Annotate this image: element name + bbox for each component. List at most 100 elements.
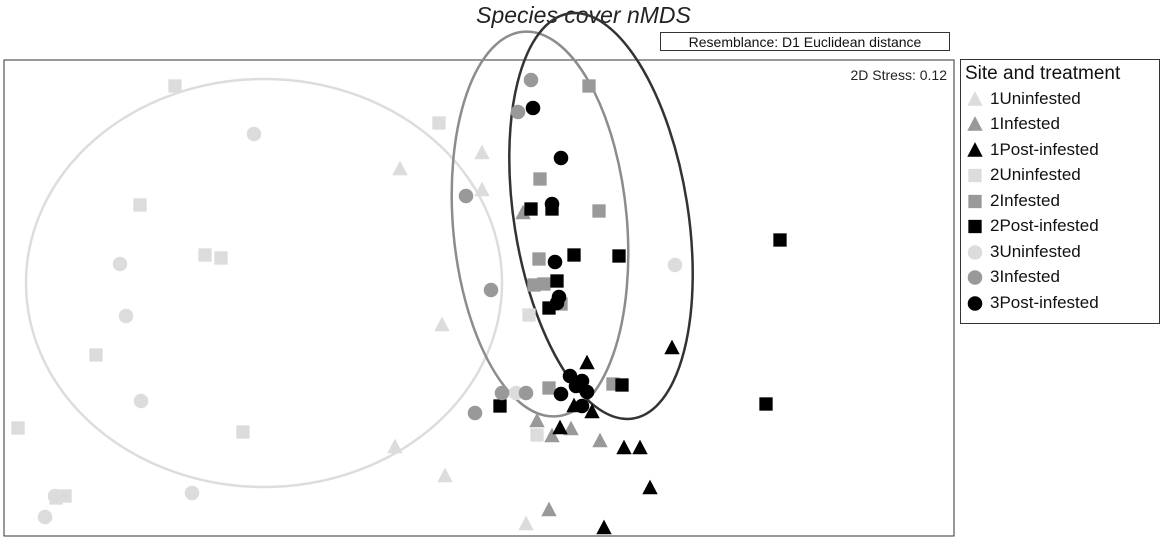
point-2uninfested-2 xyxy=(133,198,147,212)
point-2infested-4 xyxy=(537,277,551,291)
legend-marker-triangle-icon xyxy=(967,90,983,106)
point-3post-infested-5 xyxy=(549,295,565,311)
point-2infested-1 xyxy=(533,172,547,186)
point-3post-infested-9 xyxy=(553,386,569,402)
point-3uninfested-2 xyxy=(118,308,134,324)
legend-marker-triangle-icon xyxy=(967,116,983,132)
ellipse-uninfested xyxy=(24,77,504,489)
series-2infested xyxy=(527,79,620,395)
ellipse-layer xyxy=(24,11,694,489)
legend-marker-square-icon xyxy=(968,169,982,183)
point-3infested-5 xyxy=(518,385,534,401)
point-1infested-1 xyxy=(529,412,545,428)
point-2uninfested-6 xyxy=(11,421,25,435)
legend-label-1uninfested: 1Uninfested xyxy=(990,88,1081,108)
point-2post-infested-4 xyxy=(612,249,626,263)
point-3post-infested-3 xyxy=(547,254,563,270)
point-1post-infested-3 xyxy=(584,403,600,419)
point-2post-infested-7 xyxy=(493,399,507,413)
point-2post-infested-5 xyxy=(550,274,564,288)
legend-item-2uninfested: 2Uninfested xyxy=(961,163,1159,189)
point-2uninfested-10 xyxy=(522,308,536,322)
series-2post-infested xyxy=(493,202,787,413)
point-1post-infested-0 xyxy=(579,354,595,370)
legend-item-1uninfested: 1Uninfested xyxy=(961,86,1159,112)
legend-label-1infested: 1Infested xyxy=(990,114,1060,134)
series-1post-infested xyxy=(552,339,680,535)
point-1uninfested-0 xyxy=(392,160,408,176)
point-1infested-5 xyxy=(541,501,557,517)
point-2infested-5 xyxy=(527,278,541,292)
series-1uninfested xyxy=(387,144,534,531)
point-3uninfested-0 xyxy=(246,126,262,142)
point-3infested-3 xyxy=(483,282,499,298)
legend-item-2infested: 2Infested xyxy=(961,188,1159,214)
legend-item-3uninfested: 3Uninfested xyxy=(961,239,1159,265)
point-1infested-2 xyxy=(544,427,560,443)
point-2uninfested-1 xyxy=(432,116,446,130)
legend-marker-circle-icon xyxy=(967,244,983,260)
point-2uninfested-3 xyxy=(198,248,212,262)
point-1uninfested-2 xyxy=(474,181,490,197)
point-2infested-2 xyxy=(592,204,606,218)
point-3post-infested-8 xyxy=(579,384,595,400)
series-3uninfested xyxy=(37,126,683,525)
point-2uninfested-4 xyxy=(214,251,228,265)
nmds-scatter-plot: 2D Stress: 0.12 xyxy=(3,11,955,537)
point-1post-infested-5 xyxy=(616,439,632,455)
point-1post-infested-8 xyxy=(596,519,612,535)
point-1uninfested-6 xyxy=(518,515,534,531)
point-1uninfested-3 xyxy=(434,316,450,332)
legend-label-2post-infested: 2Post-infested xyxy=(990,216,1099,236)
legend-item-1infested: 1Infested xyxy=(961,112,1159,138)
point-3infested-0 xyxy=(523,72,539,88)
legend-label-3post-infested: 3Post-infested xyxy=(990,292,1099,312)
series-3post-infested xyxy=(525,100,595,414)
point-1infested-3 xyxy=(563,420,579,436)
point-2uninfested-0 xyxy=(168,79,182,93)
point-2post-infested-1 xyxy=(524,202,538,216)
point-1post-infested-4 xyxy=(552,419,568,435)
point-1uninfested-5 xyxy=(437,467,453,483)
legend-item-2post-infested: 2Post-infested xyxy=(961,214,1159,240)
legend-marker-square-icon xyxy=(968,194,982,208)
legend-title: Site and treatment xyxy=(965,63,1121,84)
point-3uninfested-1 xyxy=(112,256,128,272)
legend-marker-circle-icon xyxy=(967,295,983,311)
point-1post-infested-1 xyxy=(664,339,680,355)
point-2post-infested-10 xyxy=(759,397,773,411)
point-3uninfested-4 xyxy=(184,485,200,501)
legend-items: 1Uninfested 1Infested 1Post-infested 2Uninf… xyxy=(961,86,1159,316)
series-1infested xyxy=(515,204,608,517)
legend-label-2uninfested: 2Uninfested xyxy=(990,165,1081,185)
point-2infested-3 xyxy=(532,252,546,266)
point-3post-infested-10 xyxy=(574,398,590,414)
point-2uninfested-7 xyxy=(236,425,250,439)
ellipse-post-infested xyxy=(508,11,694,421)
legend-label-3infested: 3Infested xyxy=(990,267,1060,287)
point-3infested-1 xyxy=(510,104,526,120)
point-2post-infested-0 xyxy=(773,233,787,247)
legend-item-1post-infested: 1Post-infested xyxy=(961,137,1159,163)
legend-item-3infested: 3Infested xyxy=(961,265,1159,291)
point-3infested-2 xyxy=(458,188,474,204)
ellipse-infested xyxy=(450,30,630,418)
legend-marker-square-icon xyxy=(968,220,982,234)
point-3uninfested-3 xyxy=(133,393,149,409)
legend-marker-triangle-icon xyxy=(967,141,983,157)
point-3infested-4 xyxy=(494,385,510,401)
plot-frame xyxy=(3,59,955,537)
resemblance-label: Resemblance: D1 Euclidean distance xyxy=(660,32,950,51)
point-3uninfested-8 xyxy=(508,385,524,401)
legend-label-1post-infested: 1Post-infested xyxy=(990,139,1099,159)
point-3uninfested-6 xyxy=(37,509,53,525)
legend-label-2infested: 2Infested xyxy=(990,190,1060,210)
point-2post-infested-9 xyxy=(615,378,629,392)
point-1post-infested-7 xyxy=(642,479,658,495)
series-3infested xyxy=(458,72,539,421)
point-3infested-6 xyxy=(467,405,483,421)
point-1post-infested-6 xyxy=(632,439,648,455)
point-1infested-4 xyxy=(592,432,608,448)
point-1uninfested-4 xyxy=(387,438,403,454)
point-3uninfested-5 xyxy=(47,488,63,504)
